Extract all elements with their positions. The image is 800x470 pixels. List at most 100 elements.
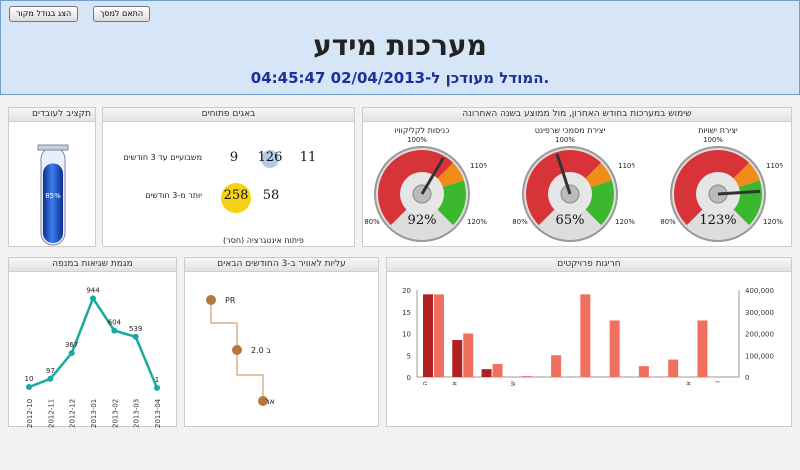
fit-to-screen-button[interactable]: התאם למסך — [93, 6, 151, 22]
errors-point — [111, 327, 118, 334]
overruns-y-left-tick: 5 — [407, 352, 411, 360]
usage-panel: שימוש במערכות בחודש האחרון, מול ממוצע בש… — [362, 107, 792, 247]
bugs-panel-title: באגים פתוחים — [103, 108, 354, 122]
gauge-1: 65% 100% 110% 120% 80% — [512, 136, 635, 242]
overruns-y-left-tick: 15 — [402, 309, 411, 317]
gauge-title-1: יצירת מסמכי שרפינט — [534, 126, 606, 135]
overruns-bar — [521, 376, 532, 377]
bugs-row1-label: משבועיים עד 3 חודשים — [123, 153, 202, 162]
overruns-bar — [452, 340, 463, 377]
bugs-r1-c3: 9 — [229, 150, 239, 165]
errors-x-tick: 2013-04 — [154, 398, 162, 428]
errors-data-label: 539 — [129, 325, 142, 333]
overruns-y-right-tick: 400,000 — [745, 287, 774, 295]
errors-x-tick: 2013-01 — [90, 399, 98, 428]
errors-x-tick: 2012-12 — [69, 399, 77, 428]
overruns-x-tick: ו — [714, 381, 722, 383]
errors-x-tick: 2012-10 — [26, 399, 34, 428]
overruns-panel: חריגות פרויקטים 0 5 10 15 20 0 100,000 200,000 3… — [386, 257, 792, 427]
gauge-min-label-2: 80% — [364, 218, 380, 226]
bugs-bubble-large — [221, 183, 251, 213]
bugs-bubble-small — [261, 150, 279, 168]
gauge-value-2: 92% — [408, 213, 437, 228]
overruns-bar — [463, 333, 474, 377]
errors-point — [26, 384, 32, 391]
golive-timeline — [206, 295, 268, 406]
overruns-bar — [492, 363, 503, 377]
bugs-r1-c1: 11 — [299, 150, 317, 165]
overruns-bar — [551, 355, 562, 377]
overruns-bar — [638, 366, 649, 377]
gauge-top-label-1: 100% — [555, 136, 575, 144]
gauge-value-1: 65% — [556, 213, 585, 228]
errors-point — [154, 384, 160, 391]
overruns-bar — [434, 294, 444, 377]
errors-data-label: 367 — [65, 341, 78, 349]
gauge-2: 92% 100% 110% 120% 80% — [364, 136, 487, 242]
page-subtitle: המודל מעודכן ל-02/04/2013 04:45:47. — [250, 69, 550, 87]
errors-data-label: 604 — [108, 319, 122, 327]
usage-panel-title: שימוש במערכות בחודש האחרון, מול ממוצע בש… — [363, 108, 791, 122]
overruns-y-left-tick: 0 — [407, 374, 411, 382]
budget-tube — [37, 144, 69, 246]
gauge-value-0: 123% — [699, 213, 736, 228]
show-original-size-button[interactable]: הצג בגודל מקור — [9, 6, 79, 22]
gauge-max-label-2: 120% — [467, 218, 487, 226]
golive-dot-2 — [232, 345, 242, 355]
gauge-0: 123% 100% 110% 120% 80% — [660, 136, 783, 242]
overruns-y-right-tick: 300,000 — [745, 309, 774, 317]
errors-data-label: 1 — [155, 376, 159, 384]
golive-item-2: 2.0 ב — [251, 346, 271, 355]
overruns-x-tick: ש — [509, 381, 517, 386]
overruns-panel-title: חריגות פרויקטים — [387, 258, 791, 272]
budget-panel: תקציב לעובדים 85% — [8, 107, 96, 247]
gauge-title-0: יצירת ישויות — [698, 126, 738, 135]
errors-x-tick: 2012-11 — [47, 399, 55, 428]
overruns-y-left-tick: 10 — [402, 331, 411, 339]
overruns-x-tick: א — [450, 381, 458, 386]
overruns-bar — [668, 359, 679, 377]
golive-item-1: PR — [225, 296, 236, 305]
errors-x-tick: 2013-02 — [111, 399, 119, 428]
overruns-x-tick: ה — [421, 381, 429, 386]
golive-dot-3 — [258, 396, 268, 406]
header: הצג בגודל מקור התאם למסך מערכות מידע המו… — [0, 0, 800, 95]
bugs-row2-label: יותר מ-3 חודשים — [145, 191, 202, 200]
errors-panel-title: מגמת שגיאות במנפה — [9, 258, 176, 272]
golive-dot-1 — [206, 295, 216, 305]
errors-data-label: 944 — [86, 286, 100, 294]
errors-chart: 10 2012-10 97 2012-11 367 2012-12 944 2013-01 60… — [25, 286, 162, 428]
overruns-bar — [609, 320, 620, 377]
gauge-top-label-0: 100% — [703, 136, 723, 144]
bugs-panel: באגים פתוחים משבועיים עד 3 חודשים 11 126… — [102, 107, 355, 247]
overruns-y-right-tick: 0 — [745, 374, 749, 382]
budget-tube-fill — [43, 163, 63, 243]
gauge-min-label-1: 80% — [512, 218, 528, 226]
golive-panel-title: עליות לאוויר ב-3 החודשים הבאים — [185, 258, 378, 272]
errors-x-tick: 2013-03 — [133, 399, 141, 428]
bugs-r2-c2: 258 — [223, 188, 249, 203]
gauge-min-label-0: 80% — [660, 218, 676, 226]
errors-data-label: 97 — [46, 367, 55, 375]
overruns-y-left-tick: 20 — [402, 287, 411, 295]
gauge-max-label-0: 120% — [763, 218, 783, 226]
overruns-y-right-tick: 100,000 — [745, 352, 774, 360]
overruns-bar — [580, 294, 591, 377]
overruns-bar — [423, 294, 433, 377]
overruns-bar — [481, 369, 492, 377]
golive-panel: עליות לאוויר ב-3 החודשים הבאים PR 2.0 ב … — [184, 257, 379, 427]
bugs-r2-c1: 58 — [262, 188, 280, 203]
gauge-mid-label-2: 110% — [470, 162, 487, 170]
gauge-top-label-2: 100% — [407, 136, 427, 144]
gauge-title-2: כניסות לקליקוויו — [394, 126, 450, 135]
overruns-chart: 0 5 10 15 20 0 100,000 200,000 300,000 400,000 ה א ש… — [402, 287, 774, 386]
page-title: מערכות מידע — [313, 29, 487, 62]
errors-point — [68, 350, 75, 357]
errors-point — [90, 295, 96, 302]
gauge-mid-label-1: 110% — [618, 162, 635, 170]
errors-point — [47, 375, 54, 382]
overruns-bar — [697, 320, 708, 377]
errors-data-label: 10 — [25, 375, 34, 383]
gauge-mid-label-0: 110% — [766, 162, 783, 170]
budget-panel-title: תקציב לעובדים — [9, 108, 95, 122]
